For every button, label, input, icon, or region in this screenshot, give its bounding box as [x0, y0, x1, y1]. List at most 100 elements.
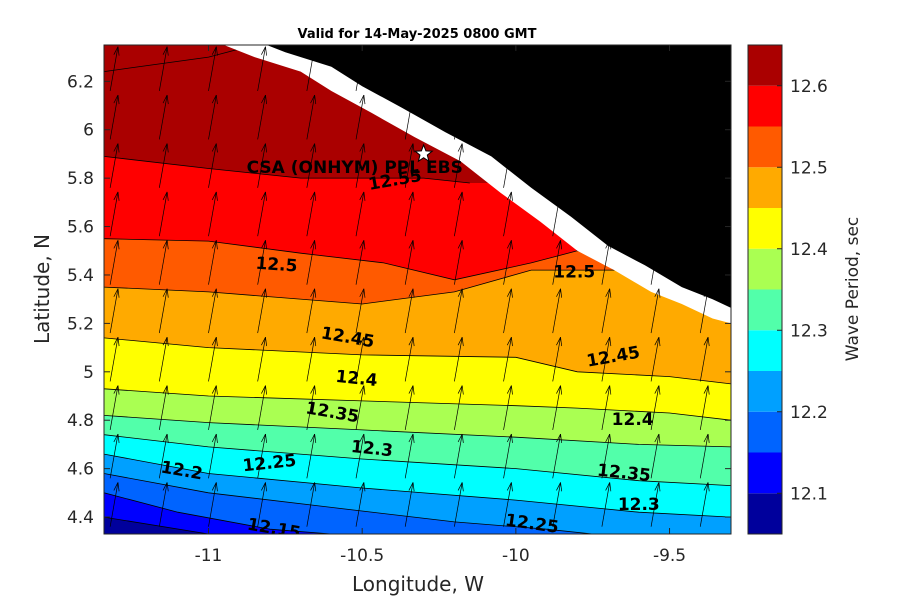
- colorbar-tick-label: 12.1: [790, 484, 828, 504]
- x-tick-label: -10: [502, 546, 530, 566]
- wind-arrow: [503, 288, 513, 334]
- wind-arrow: [306, 385, 317, 430]
- contour-line: [104, 434, 731, 486]
- wind-arrow: [158, 288, 169, 334]
- colorbar-swatch: [748, 208, 782, 249]
- y-tick-label: 4.6: [67, 460, 94, 480]
- wind-arrow: [454, 46, 464, 92]
- wind-arrow: [650, 385, 661, 430]
- wind-arrow: [454, 94, 464, 140]
- station-label: CSA (ONHYM) PPL EBS: [247, 158, 463, 178]
- x-tick-label: -9.5: [653, 546, 686, 566]
- colorbar-tick-label: 12.5: [790, 158, 828, 178]
- wind-arrow: [208, 288, 218, 334]
- wind-arrow: [404, 288, 415, 334]
- wind-arrow: [355, 385, 366, 430]
- wind-arrow: [699, 433, 710, 479]
- colorbar-label: Wave Period, sec: [843, 217, 863, 362]
- wind-arrow: [601, 143, 612, 188]
- wind-arrow: [158, 46, 169, 92]
- colorbar-swatch: [748, 411, 782, 453]
- wind-arrow: [355, 337, 366, 382]
- wind-arrow: [650, 433, 661, 479]
- colorbar-swatch: [748, 452, 782, 494]
- contour-line: [104, 388, 731, 421]
- wind-arrow: [552, 143, 563, 188]
- wind-arrow: [257, 482, 267, 527]
- wind-arrow: [601, 385, 612, 430]
- x-tick-label: -10.5: [340, 546, 384, 566]
- wind-arrow: [404, 94, 415, 140]
- wind-vectors: [109, 0, 710, 527]
- wind-arrow: [503, 94, 513, 140]
- y-axis-label: Latitude, N: [30, 234, 54, 344]
- wind-arrow: [158, 385, 169, 430]
- wind-arrow: [404, 143, 415, 188]
- colorbar-tick-label: 12.3: [790, 321, 828, 341]
- wind-arrow: [355, 288, 366, 334]
- wind-arrow: [306, 288, 317, 334]
- x-axis-ticks: -11 -10.5 -10 -9.5: [195, 45, 686, 566]
- wind-arrow: [208, 433, 218, 479]
- wind-arrow: [454, 385, 464, 430]
- colorbar-swatch: [748, 45, 782, 86]
- wind-arrow: [650, 191, 661, 237]
- wind-arrow: [602, 0, 611, 43]
- wind-arrow: [454, 482, 464, 527]
- wind-arrow: [454, 240, 464, 285]
- wind-arrow: [700, 0, 709, 43]
- contour-label: 12.5: [255, 254, 298, 277]
- wind-arrow: [404, 240, 415, 285]
- wind-arrow: [601, 191, 612, 237]
- wind-arrow: [503, 191, 513, 237]
- contour-label: 12.3: [350, 437, 394, 461]
- wind-arrow: [109, 46, 120, 92]
- y-axis-ticks: 4.4 4.6 4.8 5 5.2 5.4 5.6 5.8 6 6.2: [67, 72, 731, 528]
- y-tick-label: 5.8: [67, 169, 94, 189]
- contour-label: 12.5: [553, 262, 595, 282]
- wind-arrow: [601, 288, 612, 334]
- wind-arrow: [158, 143, 169, 188]
- wind-arrow: [306, 337, 317, 382]
- colorbar-swatch: [748, 330, 782, 371]
- wind-arrow: [257, 433, 267, 479]
- wind-arrow: [208, 191, 218, 237]
- wind-arrow: [454, 433, 464, 479]
- contour-label: 12.25: [504, 511, 560, 538]
- wind-arrow: [306, 143, 317, 188]
- wind-arrow: [503, 385, 513, 430]
- wind-arrow: [110, 0, 119, 43]
- wind-arrow: [601, 337, 612, 382]
- wind-arrow: [158, 240, 169, 285]
- plot-frame: [103, 44, 732, 535]
- contour-label: 12.3: [618, 495, 660, 515]
- colorbar-swatch: [748, 493, 782, 534]
- wind-arrow: [404, 191, 415, 237]
- colorbar-swatch: [748, 248, 782, 290]
- wind-arrow: [552, 240, 563, 285]
- contour-lines: [104, 45, 731, 534]
- contour-line: [104, 516, 270, 534]
- wind-arrow: [306, 240, 317, 285]
- wind-arrow: [454, 191, 464, 237]
- wind-arrow: [355, 433, 366, 479]
- wind-arrow: [355, 191, 366, 237]
- wind-arrow: [109, 482, 120, 527]
- wind-arrow: [257, 337, 267, 382]
- wind-arrow: [601, 94, 612, 140]
- wind-arrow: [404, 433, 415, 479]
- wind-arrow: [699, 385, 710, 430]
- wind-arrow: [699, 46, 710, 92]
- wind-arrow: [355, 94, 366, 140]
- wind-arrow: [158, 337, 169, 382]
- contour-line: [104, 453, 731, 518]
- wind-arrow: [552, 288, 563, 334]
- station-star-icon: [413, 143, 434, 163]
- contour-line: [104, 156, 470, 184]
- wind-arrow: [109, 385, 120, 430]
- wind-arrow: [699, 143, 710, 188]
- wind-arrow: [208, 240, 218, 285]
- wind-arrow: [552, 337, 563, 382]
- wind-arrow: [503, 46, 513, 92]
